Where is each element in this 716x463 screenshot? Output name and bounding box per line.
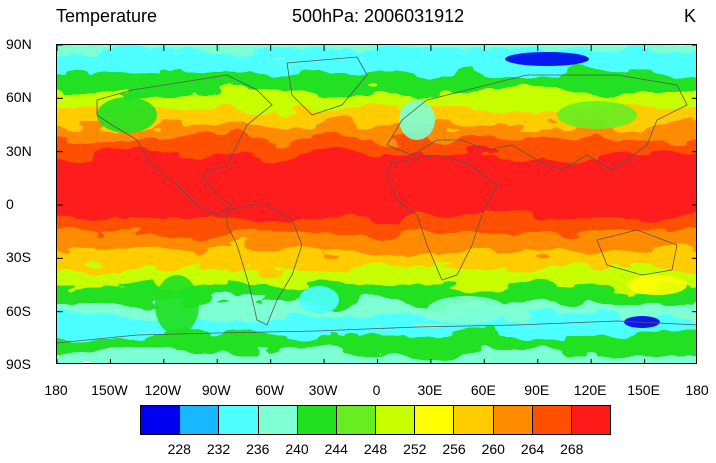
lat-tick-label: 90N bbox=[6, 36, 32, 52]
lon-tick-label: 90E bbox=[524, 382, 550, 398]
lon-tick-label: 60E bbox=[470, 382, 496, 398]
colorbar-label: 232 bbox=[206, 441, 231, 457]
temperature-anomaly bbox=[557, 101, 637, 129]
lon-tick-label: 150E bbox=[627, 382, 660, 398]
lon-tick-label: 120W bbox=[144, 382, 182, 398]
temperature-anomaly bbox=[627, 275, 687, 295]
colorbar-swatch bbox=[336, 406, 377, 434]
lon-tick-label: 120E bbox=[573, 382, 607, 398]
colorbar-label: 256 bbox=[442, 441, 466, 457]
colorbar-swatch bbox=[141, 406, 181, 434]
temperature-field bbox=[57, 45, 696, 363]
lon-tick-label: 30W bbox=[308, 382, 338, 398]
colorbar-swatch bbox=[258, 406, 298, 434]
colorbar-swatch bbox=[297, 406, 337, 434]
temperature-anomaly bbox=[155, 275, 199, 335]
colorbar-label: 240 bbox=[285, 441, 309, 457]
colorbar-label: 260 bbox=[481, 441, 505, 457]
lat-tick-label: 0 bbox=[6, 196, 14, 212]
plot-subtitle: 500hPa: 2006031912 bbox=[292, 6, 465, 26]
colorbar-swatch bbox=[454, 406, 494, 434]
colorbar-swatch bbox=[493, 406, 533, 434]
tick-marks bbox=[57, 45, 696, 363]
lat-tick-label: 90S bbox=[6, 356, 31, 372]
lon-tick-label: 180 bbox=[44, 382, 68, 398]
lon-tick-label: 180 bbox=[685, 382, 709, 398]
temperature-anomaly bbox=[299, 286, 339, 314]
temperature-anomaly bbox=[427, 296, 507, 324]
map-canvas bbox=[57, 45, 696, 363]
lat-tick-label: 30S bbox=[6, 249, 31, 266]
lon-tick-label: 0 bbox=[372, 382, 381, 398]
colorbar-label: 228 bbox=[167, 441, 191, 457]
temperature-anomaly bbox=[505, 52, 589, 66]
colorbar-swatch bbox=[180, 406, 220, 434]
lon-tick-label: 90W bbox=[201, 382, 231, 398]
colorbar-label: 248 bbox=[363, 441, 388, 457]
colorbar-label: 268 bbox=[560, 441, 584, 457]
colorbar-swatch bbox=[532, 406, 572, 434]
colorbar-swatch bbox=[415, 406, 455, 434]
lat-tick-label: 60N bbox=[6, 89, 32, 106]
colorbar-label: 264 bbox=[520, 441, 545, 457]
plot-title: Temperature bbox=[56, 6, 158, 26]
colorbar-label: 252 bbox=[403, 441, 427, 457]
colorbar-label: 244 bbox=[324, 441, 348, 457]
lon-tick-label: 30E bbox=[417, 382, 443, 398]
lon-tick-label: 60W bbox=[255, 382, 285, 398]
temperature-map bbox=[56, 44, 697, 364]
temperature-anomaly bbox=[399, 100, 435, 140]
colorbar-swatch bbox=[219, 406, 259, 434]
units-label: K bbox=[684, 6, 697, 26]
temperature-anomalies bbox=[97, 52, 687, 335]
coastlines bbox=[57, 56, 696, 344]
colorbar-swatch bbox=[571, 406, 611, 434]
colorbar-swatch bbox=[376, 406, 416, 434]
colorbar-label: 236 bbox=[246, 441, 270, 457]
lat-tick-label: 60S bbox=[6, 302, 31, 319]
lat-tick-label: 30N bbox=[6, 142, 32, 159]
colorbar bbox=[140, 405, 611, 435]
temperature-anomaly bbox=[97, 97, 157, 133]
lon-tick-label: 150W bbox=[91, 382, 128, 398]
